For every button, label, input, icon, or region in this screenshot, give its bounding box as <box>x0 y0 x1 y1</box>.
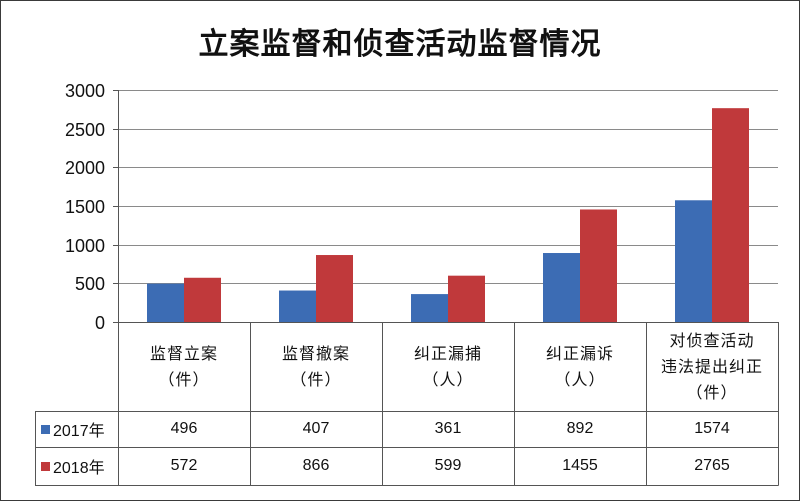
y-tick-label: 2500 <box>64 119 105 140</box>
data-table-cell: 407 <box>302 420 330 437</box>
legend-swatch <box>41 461 50 471</box>
data-table-cell: 572 <box>170 457 198 474</box>
data-table-cell: 1574 <box>694 420 730 437</box>
y-tick-label: 2000 <box>64 157 105 178</box>
category-label: 监督撤案 （件） <box>281 343 350 389</box>
y-tick-label: 3000 <box>64 80 105 101</box>
bar-series-2-category-2 <box>316 255 353 322</box>
category-label: 纠正漏诉 （人） <box>545 343 614 389</box>
category-label: 对侦查活动 违法提出纠正 （件） <box>660 330 763 402</box>
data-table-cell: 866 <box>302 457 330 474</box>
data-table-cell: 599 <box>434 457 462 474</box>
data-table-cell: 892 <box>566 420 594 437</box>
bar-series-2-category-4 <box>580 209 617 322</box>
y-tick-label: 1500 <box>64 196 105 217</box>
y-tick-label: 0 <box>94 312 105 333</box>
y-tick-label: 1000 <box>64 235 105 256</box>
bar-series-1-category-5 <box>675 200 712 322</box>
category-label: 纠正漏捕 （人） <box>413 343 482 389</box>
bar-series-1-category-2 <box>279 290 316 322</box>
data-table-cell: 496 <box>170 420 198 437</box>
chart-title: 立案监督和侦查活动监督情况 <box>198 27 602 62</box>
data-table-cell: 2765 <box>694 457 730 474</box>
legend-label: 2018年 <box>53 460 105 477</box>
category-label: 监督立案 （件） <box>149 343 218 389</box>
bar-series-2-category-3 <box>448 275 485 322</box>
legend-swatch <box>41 424 50 434</box>
y-tick-label: 500 <box>74 273 105 294</box>
legend-label: 2017年 <box>53 423 105 440</box>
data-table-cell: 361 <box>434 420 462 437</box>
bar-series-1-category-3 <box>411 294 448 322</box>
legend-entry: 2018年 <box>35 447 118 485</box>
bar-series-2-category-5 <box>712 108 749 322</box>
bar-series-1-category-4 <box>543 253 580 322</box>
data-table-cell: 1455 <box>562 457 598 474</box>
legend-entry: 2017年 <box>35 411 118 447</box>
bar-series-2-category-1 <box>184 277 221 322</box>
bar-series-1-category-1 <box>147 283 184 322</box>
